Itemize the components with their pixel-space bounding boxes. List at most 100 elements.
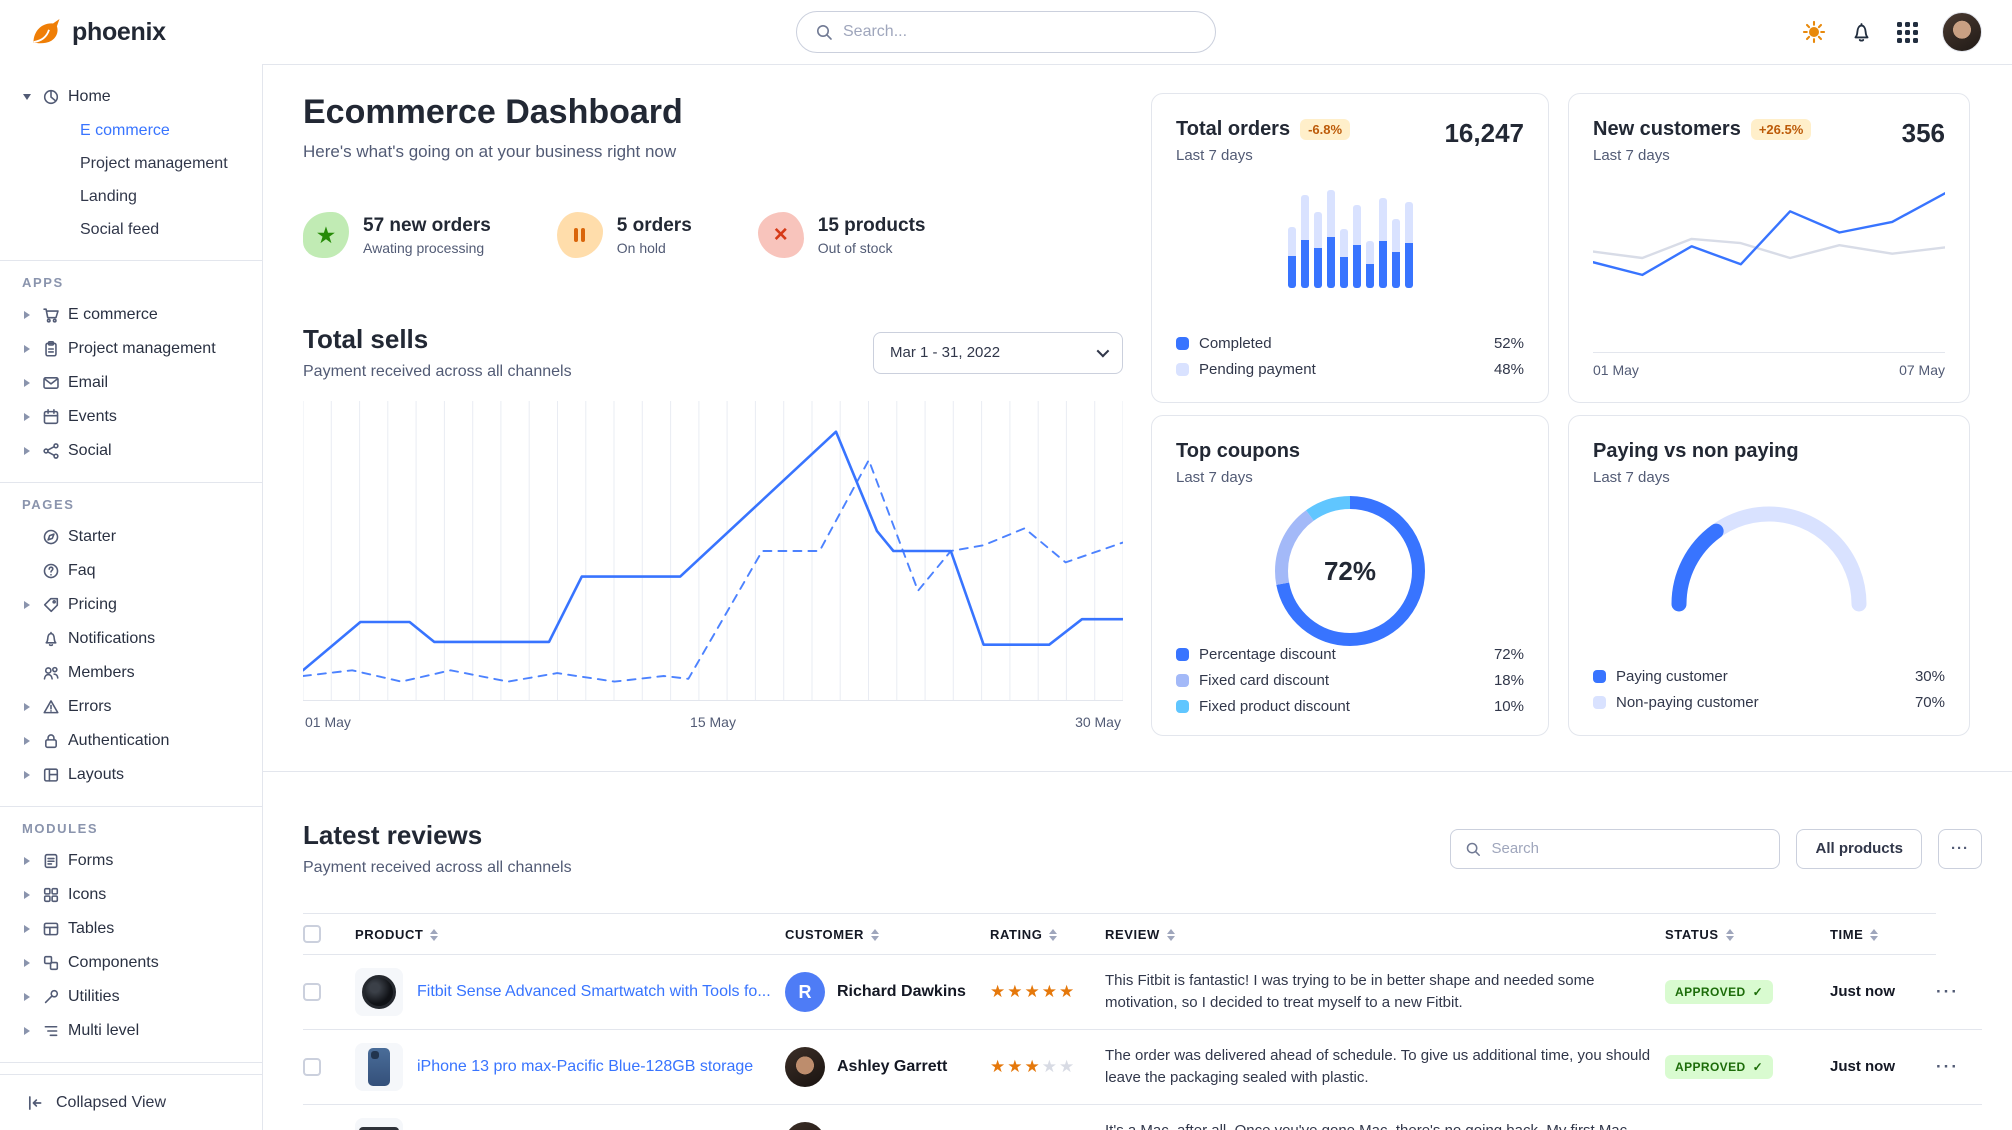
x-icon: × [757,212,804,258]
sort-icon [1166,929,1175,942]
row-actions-button[interactable]: ··· [1936,981,1959,1001]
date-range-select[interactable]: Mar 1 - 31, 2022 [873,331,1123,374]
legend-swatch [1593,670,1606,683]
sidebar-item-errors[interactable]: Errors [0,690,262,724]
top-coupons-card: Top coupons Last 7 days 72% Percentage d… [1151,415,1549,736]
question-icon [42,562,60,580]
stat-out-of-stock: × 15 products Out of stock [757,212,925,258]
row-checkbox[interactable] [303,983,321,1001]
global-search[interactable] [796,11,1216,53]
search-icon [1465,841,1481,857]
card-period: Last 7 days [1176,147,1253,164]
card-legend: Completed 52% Pending payment 48% [1176,335,1524,378]
dashboard: Ecommerce Dashboard Here's what's going … [263,65,2012,771]
sidebar-section: PAGES Starter Faq Pricing Notifications Membe… [0,482,262,792]
lock-icon [42,732,60,750]
sidebar-item-project-management[interactable]: Project management [0,332,262,366]
sidebar-item-layouts[interactable]: Layouts [0,758,262,792]
column-header-rating[interactable]: RATING [990,913,1105,955]
all-products-button[interactable]: All products [1796,828,1922,869]
sidebar-item-authentication[interactable]: Authentication [0,724,262,758]
chevron-right-icon [24,925,30,933]
compass-icon [42,528,60,546]
stat-awating-processing: ★ 57 new orders Awating processing [303,212,491,258]
donut-center-label: 72% [1323,555,1377,586]
sidebar-item-home[interactable]: Home [0,80,262,114]
top-navbar: phoenix [0,0,2012,64]
sidebar-item-e-commerce[interactable]: E commerce [80,121,170,139]
brand-logo[interactable]: phoenix [0,16,263,48]
column-header-status[interactable]: STATUS [1665,913,1830,955]
sidebar-item-forms[interactable]: Forms [0,844,262,878]
legend-value: 10% [1493,698,1524,715]
legend-label: Non-paying customer [1616,694,1759,711]
notifications-button[interactable] [1850,21,1873,44]
x-label: 15 May [690,714,736,730]
sidebar-item-faq[interactable]: Faq [0,554,262,588]
icons-icon [42,886,60,904]
paying-gauge-chart [1664,500,1874,617]
check-icon: ✓ [1752,985,1764,999]
sidebar-item-pricing[interactable]: Pricing [0,588,262,622]
select-all-checkbox[interactable] [303,925,321,943]
form-icon [42,852,60,870]
row-checkbox[interactable] [303,1058,321,1076]
user-avatar[interactable] [1942,12,1982,52]
sidebar-item-icons[interactable]: Icons [0,878,262,912]
review-text: This Fitbit is fantastic! I was trying t… [1105,971,1595,1012]
bar [1313,211,1322,288]
customer-avatar [785,1122,825,1130]
sidebar-nav: Home E commerce Project management Landing S… [0,80,262,1092]
legend-label: Percentage discount [1199,646,1336,663]
column-header-time[interactable]: TIME [1830,913,1936,955]
pause-icon [556,212,603,258]
sidebar-item-multi-level[interactable]: Multi level [0,1014,262,1048]
theme-toggle-button[interactable] [1802,20,1826,44]
sidebar-item-members[interactable]: Members [0,656,262,690]
delta-badge: -6.8% [1300,119,1351,140]
legend-label: Paying customer [1616,668,1728,685]
legend-row-paying-customer: Paying customer 30% [1593,668,1945,685]
row-actions-button[interactable]: ··· [1936,1057,1959,1076]
card-period: Last 7 days [1593,469,1670,486]
review-text: The order was delivered ahead of schedul… [1105,1046,1651,1087]
sidebar-item-starter[interactable]: Starter [0,520,262,554]
sidebar-item-utilities[interactable]: Utilities [0,980,262,1014]
column-header-review[interactable]: REVIEW [1105,913,1665,955]
sidebar-item-e-commerce[interactable]: E commerce [0,298,262,332]
apps-grid-button[interactable] [1897,21,1918,43]
sidebar-item-tables[interactable]: Tables [0,912,262,946]
sidebar-item-project-management[interactable]: Project management [80,154,228,172]
collapse-icon [26,1094,44,1112]
main-content: Ecommerce Dashboard Here's what's going … [263,64,2012,1130]
card-period: Last 7 days [1593,147,1670,164]
sidebar-item-landing[interactable]: Landing [80,187,137,205]
status-badge: APPROVED ✓ [1665,980,1774,1004]
sort-icon [870,929,879,942]
product-link[interactable]: Fitbit Sense Advanced Smartwatch with To… [417,983,771,1000]
chevron-right-icon [24,1027,30,1035]
total-sells-title: Total sells [303,324,429,354]
search-input[interactable] [843,23,1197,41]
time-cell: Just now [1830,1058,1896,1075]
sidebar-item-notifications[interactable]: Notifications [0,622,262,656]
product-link[interactable]: iPhone 13 pro max-Pacific Blue-128GB sto… [417,1058,754,1075]
product-thumbnail [355,968,403,1016]
sidebar-item-events[interactable]: Events [0,400,262,434]
reviews-search-input[interactable] [1491,840,1766,857]
product-thumbnail [355,1118,403,1130]
column-header-customer[interactable]: CUSTOMER [785,913,990,955]
more-options-button[interactable]: ··· [1938,828,1982,869]
wrench-icon [42,988,60,1006]
sidebar-item-email[interactable]: Email [0,366,262,400]
legend-swatch [1593,696,1606,709]
card-value: 16,247 [1444,118,1524,148]
column-header-product[interactable]: PRODUCT [355,913,785,955]
reviews-search[interactable] [1450,828,1781,869]
collapse-view-button[interactable]: Collapsed View [0,1074,262,1130]
sidebar-item-label: Components [68,954,159,971]
sidebar-item-components[interactable]: Components [0,946,262,980]
customer-name: Richard Dawkins [837,983,966,1000]
sidebar-item-social[interactable]: Social [0,434,262,468]
sidebar-item-social-feed[interactable]: Social feed [80,220,160,238]
